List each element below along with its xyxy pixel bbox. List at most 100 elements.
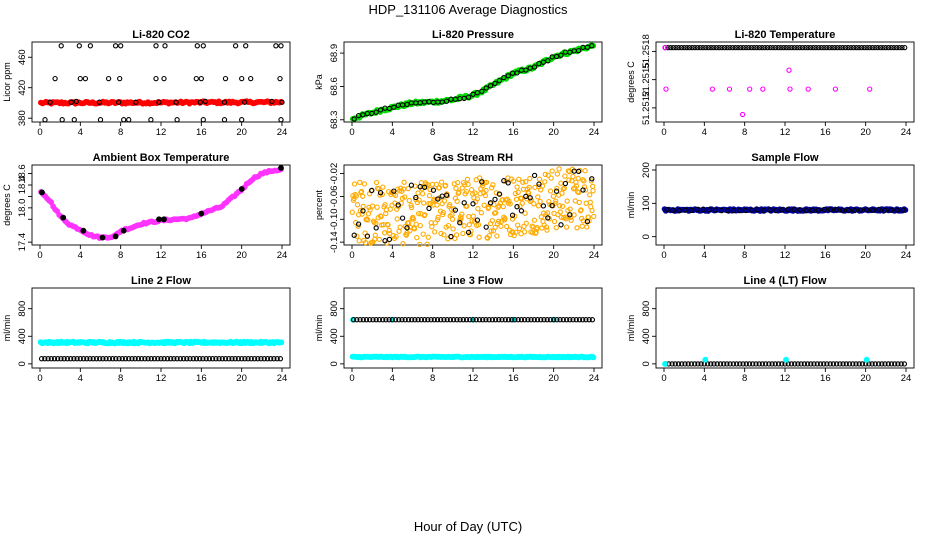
data-point [486,232,493,239]
data-point [474,90,481,96]
data-point [709,86,716,92]
data-point [536,176,543,182]
y-axis-label: ml/min [314,315,324,342]
data-point [58,43,64,49]
data-point [402,317,408,323]
data-point [438,179,445,185]
data-point [700,206,706,213]
data-point [541,317,547,323]
data-point [556,166,562,172]
data-point [663,86,669,92]
data-point [524,196,530,202]
x-tick-label: 24 [901,373,912,384]
figure-title: HDP_131106 Average Diagnostics [369,2,568,17]
data-point [420,231,426,237]
data-point [735,44,741,51]
data-point [766,361,772,367]
data-point [454,317,460,323]
data-point [512,190,519,197]
data-point [718,207,725,214]
data-point [505,180,511,186]
data-point [779,361,785,367]
data-point [670,207,676,213]
data-point [527,195,533,201]
data-point [74,356,80,362]
data-point [387,230,393,237]
x-tick-label: 12 [156,250,167,261]
data-point [500,203,506,210]
x-tick-label: 12 [780,250,791,261]
data-point [785,361,791,367]
x-tick-label: 12 [468,373,479,384]
data-point [435,214,441,220]
data-point [68,99,74,105]
data-point [180,356,187,362]
data-point [557,317,563,323]
data-point [814,361,820,367]
data-point [522,210,528,216]
data-point [682,361,688,367]
data-point [450,226,456,232]
x-tick-label: 20 [236,127,247,138]
data-point [193,356,200,362]
data-point [425,317,431,323]
x-tick-label: 16 [820,127,831,138]
x-tick-label: 4 [702,373,707,384]
data-point [360,208,366,214]
data-point [479,88,485,94]
data-point [584,224,590,230]
data-point [96,99,103,105]
data-point [432,229,438,235]
data-point [411,226,418,232]
data-point [438,230,444,237]
data-point [355,221,362,227]
data-point [221,99,228,105]
data-point [536,181,542,187]
x-tick-label: 24 [589,373,600,384]
x-tick-label: 0 [661,250,666,261]
data-point [97,356,103,362]
data-point [155,356,161,362]
data-point [493,210,499,216]
data-point [465,181,471,188]
data-point [681,44,687,51]
data-point [239,356,245,362]
data-point [747,86,753,92]
series-2 [42,43,285,123]
x-tick-label: 24 [277,250,288,261]
data-point [694,44,701,51]
data-point [685,361,691,367]
data-point [429,224,435,230]
data-point [843,361,849,367]
data-point [872,361,878,367]
data-point [788,361,795,367]
data-point [64,356,71,362]
series-1 [349,353,597,361]
data-point [45,356,51,362]
data-point [815,207,821,213]
x-tick-label: 8 [430,373,435,384]
data-point [349,209,355,215]
data-point [373,225,379,231]
data-point [672,361,678,367]
data-point [412,317,418,323]
data-point [487,200,494,206]
data-point [770,44,776,51]
data-point [278,43,284,49]
x-tick-label: 12 [780,373,791,384]
data-point [496,191,503,197]
x-tick-label: 4 [702,127,707,138]
data-point [567,212,573,218]
data-point [570,317,576,323]
data-point [492,317,499,323]
y-tick-label: 460 [17,49,28,65]
data-point [442,182,449,189]
data-point [376,236,383,243]
data-point [80,356,87,362]
data-point [576,317,583,323]
data-point [527,175,533,182]
data-point [385,222,391,228]
data-point [119,356,125,362]
data-point [729,44,736,51]
data-point [583,317,589,323]
